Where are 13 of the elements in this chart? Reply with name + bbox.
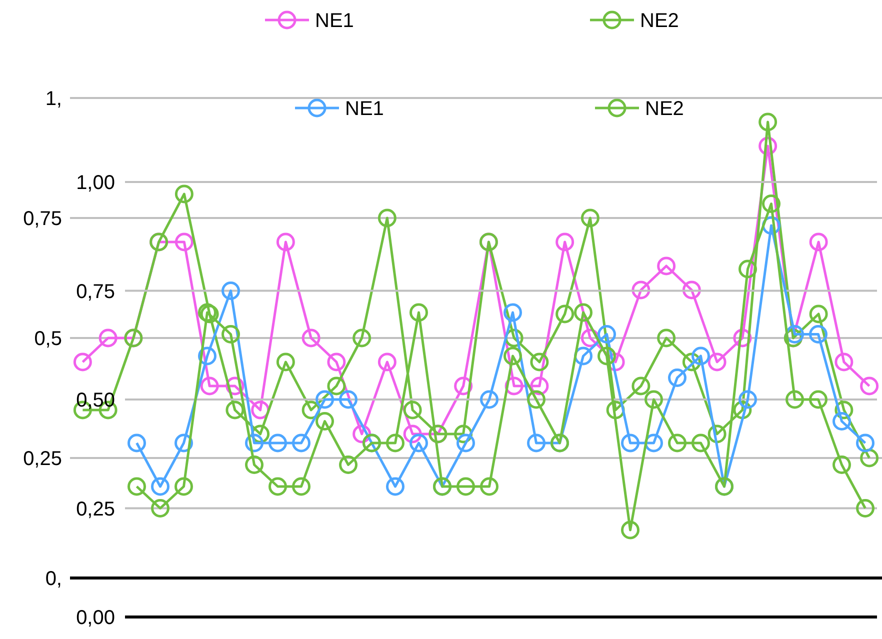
- legend-label: NE1: [315, 10, 354, 32]
- y-tick-label: 0,25: [76, 498, 115, 520]
- legend-label: NE2: [645, 98, 684, 120]
- y-tick-label: 0,75: [23, 208, 62, 230]
- y-tick-label: 0,: [45, 568, 62, 590]
- y-tick-label: 1,00: [76, 172, 115, 194]
- y-tick-label: 0,5: [34, 328, 62, 350]
- legend-label: NE2: [640, 10, 679, 32]
- legend-label: NE1: [345, 98, 384, 120]
- y-tick-label: 0,25: [23, 448, 62, 470]
- y-tick-label: 0,75: [76, 280, 115, 303]
- y-tick-label: 1,: [45, 88, 62, 110]
- y-tick-label: 0,00: [76, 607, 115, 629]
